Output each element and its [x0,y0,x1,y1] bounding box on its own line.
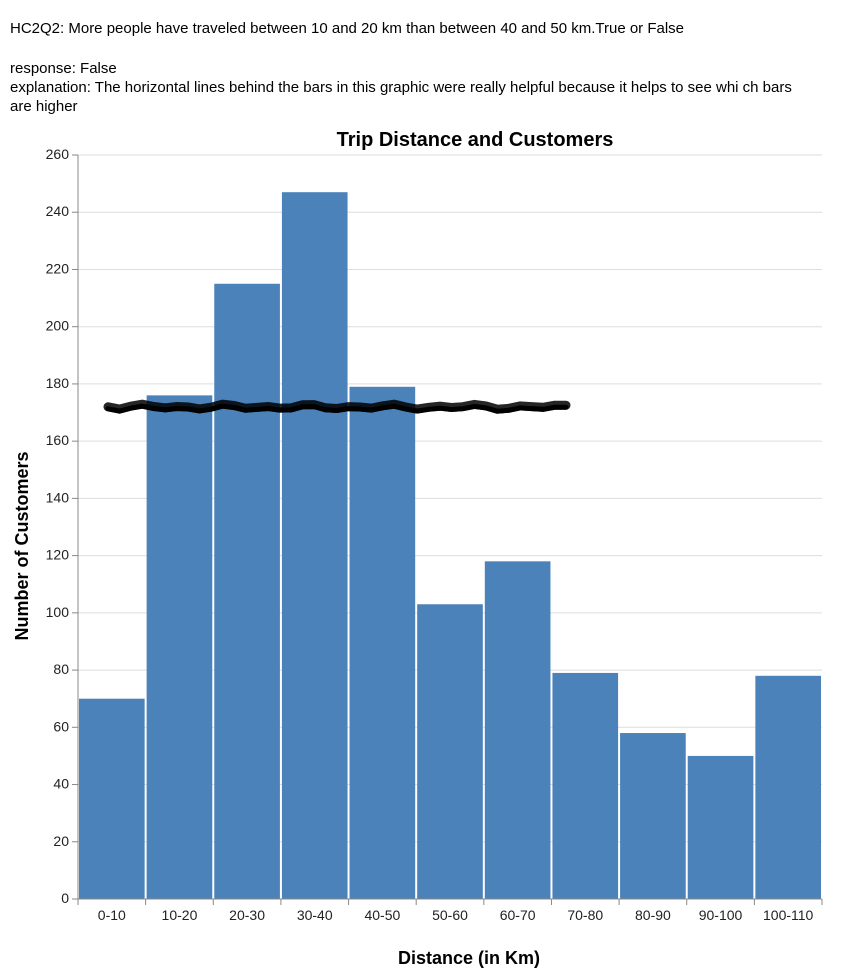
axes-group: 0 20 40 60 80 100 120 140 160 180 200 220 240 260 0-10… [46,146,823,923]
bar [281,192,348,899]
chart-title: Trip Distance and Customers [337,129,614,151]
x-tick-label: 20-30 [229,907,265,923]
x-tick-label: 30-40 [297,907,333,923]
x-tick-label: 60-70 [500,907,536,923]
explanation-text: explanation: The horizontal lines behind… [10,79,792,115]
y-tick-label: 140 [46,489,70,505]
x-tick-label: 70-80 [567,907,603,923]
scribble-stroke [105,403,569,414]
y-tick-label: 80 [53,661,69,677]
x-tick-label: 50-60 [432,907,468,923]
y-tick-label: 120 [46,547,70,563]
y-axis-label: Number of Customers [12,451,32,640]
bar [146,395,213,899]
y-tick-label: 220 [46,260,70,276]
y-tick-label: 40 [53,776,69,792]
y-tick-label: 180 [46,375,70,391]
bar [484,561,551,899]
y-tick-label: 160 [46,432,70,448]
y-tick-label: 260 [46,146,70,162]
bar [552,672,619,899]
hand-drawn-line-annotation [103,399,571,414]
bars-group [79,192,821,899]
x-tick-label: 100-110 [763,907,814,923]
y-tick-label: 240 [46,203,70,219]
bar [214,283,280,899]
bar [687,755,754,899]
y-tick-label: 60 [53,718,69,734]
x-tick-label: 80-90 [635,907,671,923]
x-axis-label: Distance (in Km) [398,948,540,968]
y-tick-label: 20 [53,833,69,849]
y-tick-label: 200 [46,318,70,334]
x-tick-label: 10-20 [162,907,198,923]
bar [349,386,416,899]
x-tick-label: 90-100 [699,907,743,923]
bar [755,675,821,899]
bar [79,698,145,899]
y-tick-label: 0 [61,890,69,906]
bar [417,604,483,899]
question-text: HC2Q2: More people have traveled between… [10,20,685,37]
x-tick-label: 0-10 [98,907,126,923]
y-tick-label: 100 [46,604,70,620]
bar [620,733,686,899]
x-tick-label: 40-50 [364,907,400,923]
response-text: response: False [10,60,117,77]
